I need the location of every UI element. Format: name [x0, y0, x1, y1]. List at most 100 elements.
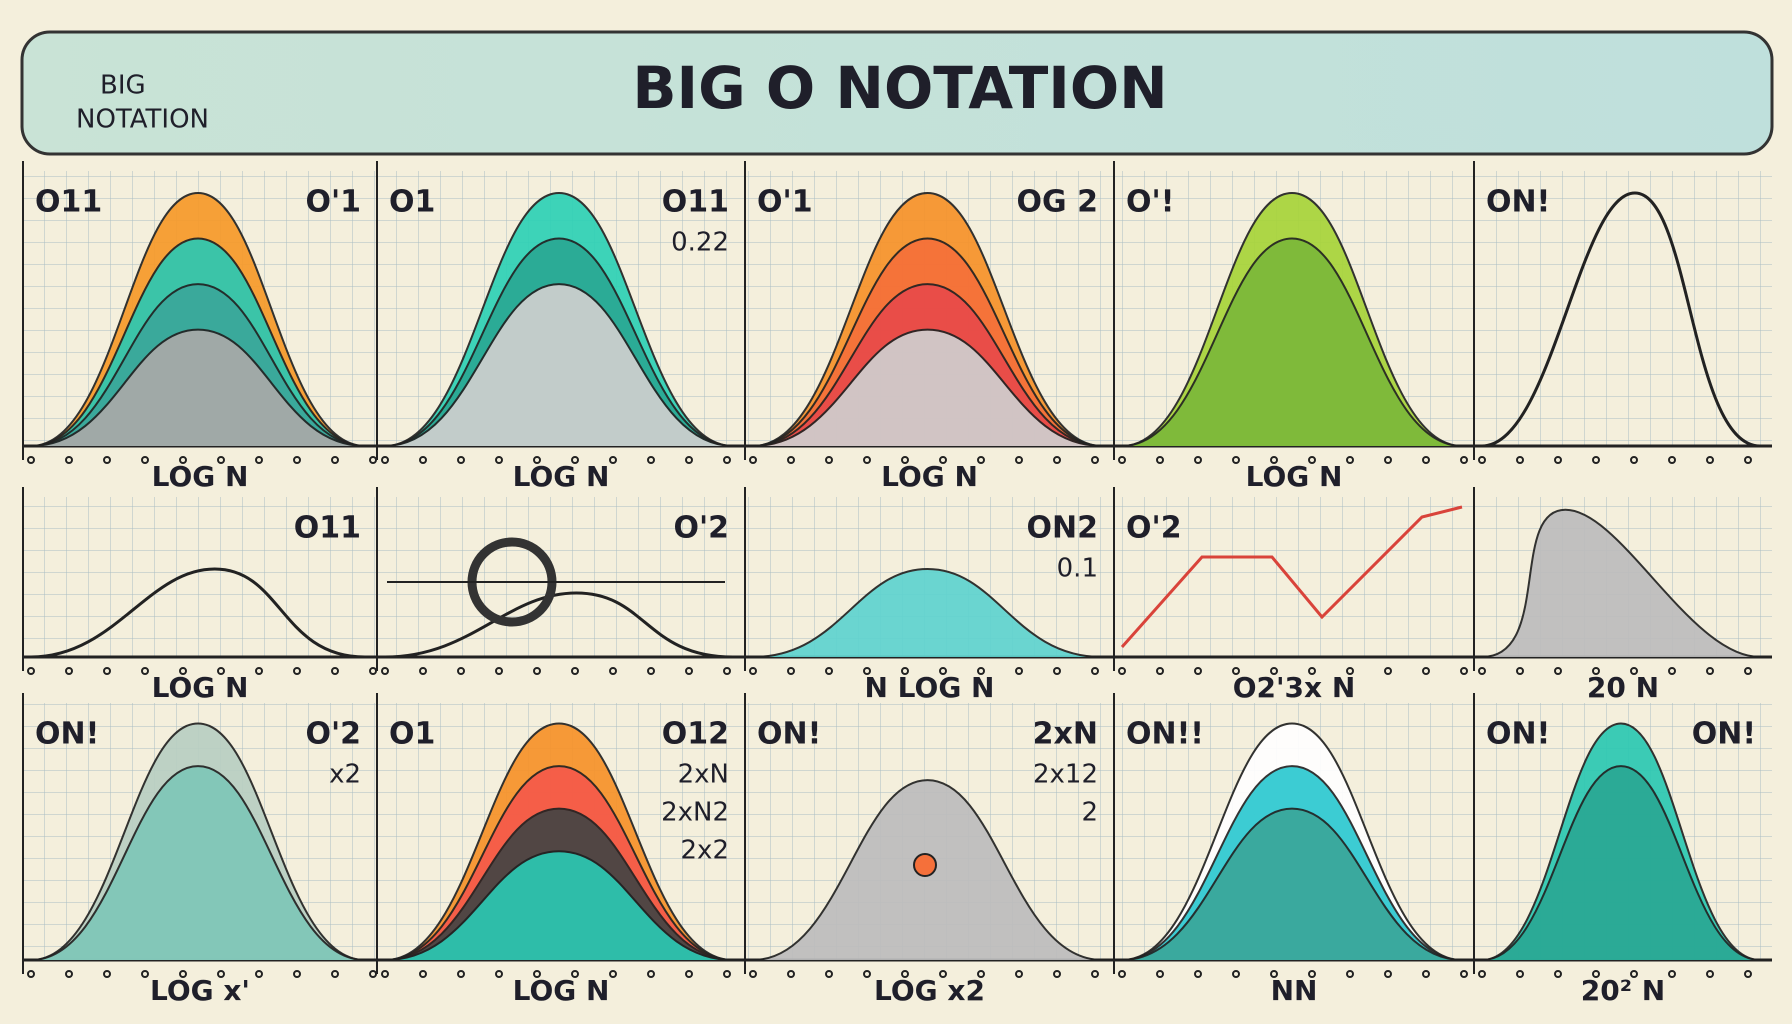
tick-dot	[571, 667, 579, 675]
tick-dot	[1744, 970, 1752, 978]
tick-dot	[1592, 456, 1600, 464]
curve-fill	[752, 567, 1103, 658]
panel-label: O11	[35, 185, 102, 220]
tick-dot	[533, 970, 541, 978]
tick-dot	[1668, 456, 1676, 464]
tick-dot	[1460, 667, 1468, 675]
tick-dot	[1091, 456, 1099, 464]
tick-dot	[255, 667, 263, 675]
tick-dot	[749, 667, 757, 675]
panel: O'2 O2'3x N	[1113, 487, 1474, 704]
panel-note: 2x2	[681, 836, 729, 866]
tick-dot	[1015, 456, 1023, 464]
panel-caption: LOG N	[513, 974, 610, 1007]
panel: O11 O'1 LOG N	[22, 161, 377, 493]
panel: O'1 OG 2 LOG N	[744, 161, 1114, 493]
tick-dot	[863, 667, 871, 675]
tick-dot	[1232, 667, 1240, 675]
panel: O'2	[376, 487, 745, 675]
tick-dot	[749, 970, 757, 978]
tick-dot	[179, 667, 187, 675]
tick-dot	[27, 970, 35, 978]
curve-fill	[1121, 237, 1463, 447]
header-title: BIG O NOTATION	[632, 54, 1167, 122]
tick-dot	[825, 667, 833, 675]
tick-dot	[1668, 667, 1676, 675]
curve-fill	[384, 283, 734, 447]
tick-dot	[1668, 970, 1676, 978]
tick-dot	[331, 456, 339, 464]
curve-fill	[1121, 807, 1463, 961]
panel-note: 2x12	[1033, 760, 1098, 790]
tick-dot	[65, 970, 73, 978]
tick-dot	[1270, 667, 1278, 675]
tick-dot	[901, 667, 909, 675]
tick-dot	[1706, 667, 1714, 675]
tick-dot	[1516, 456, 1524, 464]
tick-dot	[331, 970, 339, 978]
header-label: NOTATION	[76, 105, 209, 135]
tick-dot	[533, 667, 541, 675]
tick-dot	[647, 970, 655, 978]
panel-grid	[1474, 171, 1772, 446]
tick-dot	[749, 456, 757, 464]
tick-dot	[419, 456, 427, 464]
tick-dot	[1270, 456, 1278, 464]
tick-dot	[1630, 667, 1638, 675]
tick-dot	[1516, 667, 1524, 675]
tick-dot	[1053, 667, 1061, 675]
tick-dot	[1592, 667, 1600, 675]
panel-label: OG 2	[1017, 185, 1098, 220]
tick-dot	[1118, 970, 1126, 978]
tick-dot	[1053, 456, 1061, 464]
curve-line	[384, 591, 734, 659]
tick-dot	[901, 456, 909, 464]
panel-caption: 20 N	[1587, 671, 1659, 704]
tick-dot	[27, 456, 35, 464]
panel-caption: LOG x2	[874, 974, 985, 1007]
tick-dot	[293, 667, 301, 675]
tick-dot	[457, 456, 465, 464]
tick-dot	[1706, 456, 1714, 464]
marker-dot	[913, 853, 937, 877]
tick-dot	[1460, 456, 1468, 464]
tick-dot	[381, 667, 389, 675]
panel: O'! LOG N	[1113, 161, 1474, 493]
panel-note: 2	[1081, 798, 1098, 828]
tick-dot	[457, 667, 465, 675]
panel-label: ON!	[1486, 185, 1550, 220]
panel: O1 O12 2xN 2xN2 2x2 LOG N	[376, 693, 745, 1007]
tick-dot	[1554, 970, 1562, 978]
tick-dot	[609, 667, 617, 675]
panel: ON! 2xN 2x12 2 LOG x2	[744, 693, 1114, 1007]
tick-dot	[939, 970, 947, 978]
panel: ON!	[1473, 161, 1772, 464]
tick-dot	[1346, 667, 1354, 675]
tick-dot	[331, 667, 339, 675]
panel-label: O12	[662, 717, 729, 752]
panel-caption: 20² N	[1581, 974, 1665, 1007]
tick-dot	[723, 456, 731, 464]
tick-dot	[787, 667, 795, 675]
tick-dot	[825, 970, 833, 978]
tick-dot	[103, 970, 111, 978]
tick-dot	[787, 456, 795, 464]
tick-dot	[381, 970, 389, 978]
tick-dot	[977, 667, 985, 675]
tick-dot	[1015, 667, 1023, 675]
tick-dot	[863, 970, 871, 978]
tick-dot	[1516, 970, 1524, 978]
tick-dot	[977, 456, 985, 464]
panel-caption: N LOG N	[865, 671, 995, 704]
panel-label: ON!!	[1126, 717, 1204, 752]
tick-dot	[381, 456, 389, 464]
panel: ON2 0.1 N LOG N	[744, 487, 1114, 704]
panel-note: 0.1	[1057, 554, 1098, 584]
tick-dot	[1478, 970, 1486, 978]
tick-dot	[1194, 970, 1202, 978]
tick-dot	[419, 970, 427, 978]
tick-dot	[571, 970, 579, 978]
panel-label: O11	[294, 511, 361, 546]
tick-dot	[1554, 456, 1562, 464]
